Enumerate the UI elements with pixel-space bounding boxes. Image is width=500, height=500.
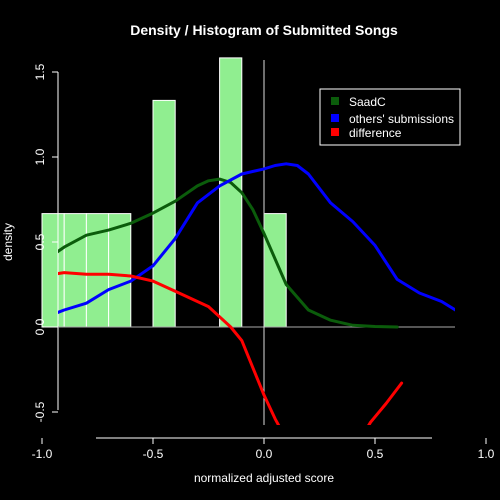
x-tick-label: -0.5 xyxy=(143,447,164,461)
legend-label-others: others' submissions xyxy=(349,112,454,126)
chart-title: Density / Histogram of Submitted Songs xyxy=(130,22,398,38)
series-line xyxy=(367,381,404,425)
series-line xyxy=(58,177,399,329)
legend-swatch-others xyxy=(331,114,339,122)
legend: SaadC others' submissions difference xyxy=(319,88,461,146)
histogram-bar xyxy=(152,99,176,328)
y-tick-label: -0.5 xyxy=(33,401,47,422)
legend-label-difference: difference xyxy=(349,126,402,140)
y-tick-label: 0.0 xyxy=(33,318,47,335)
y-tick-label: 0.5 xyxy=(33,233,47,250)
y-tick-label: 1.0 xyxy=(33,148,47,165)
legend-swatch-difference xyxy=(331,128,339,136)
x-tick-label: 1.0 xyxy=(478,447,495,461)
legend-box xyxy=(319,88,461,146)
y-axis-title: density xyxy=(1,223,15,261)
x-tick-label: -1.0 xyxy=(32,447,53,461)
series-line xyxy=(58,162,455,314)
series-line xyxy=(58,271,281,425)
legend-swatch-saadc xyxy=(331,97,339,105)
histogram-bar xyxy=(219,57,243,328)
density-curves xyxy=(58,162,455,425)
x-axis-title: normalized adjusted score xyxy=(194,471,334,485)
y-tick-label: 1.5 xyxy=(33,63,47,80)
legend-label-saadc: SaadC xyxy=(349,95,386,109)
histogram-bar xyxy=(263,213,287,328)
axes: -1.5-1.0-0.50.00.51.01.5-0.50.00.51.01.5 xyxy=(32,63,495,461)
x-tick-label: 0.5 xyxy=(367,447,384,461)
x-tick-label: 0.0 xyxy=(256,447,273,461)
